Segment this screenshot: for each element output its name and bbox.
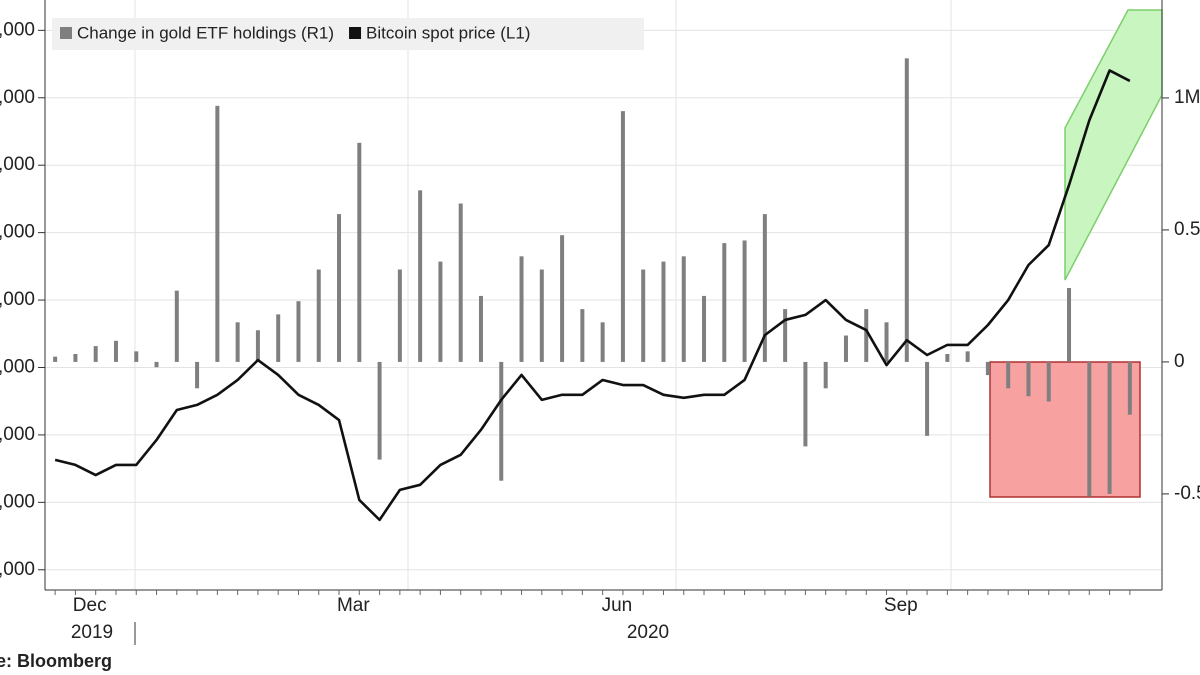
- bar: [154, 361, 159, 368]
- y-tick-label: 18,000: [0, 87, 35, 108]
- quarter-grid: [134, 0, 952, 590]
- bar: [600, 322, 605, 362]
- bar: [458, 203, 463, 362]
- y-tick-label: 4,000: [0, 559, 35, 580]
- legend-swatch: [349, 27, 362, 39]
- bar: [722, 243, 727, 362]
- bar: [965, 351, 970, 362]
- bar: [134, 351, 139, 362]
- year-label: 2019: [71, 622, 113, 643]
- bar: [73, 354, 78, 362]
- bar: [377, 361, 382, 460]
- bar: [397, 269, 402, 362]
- bar: [620, 111, 625, 362]
- bar: [438, 261, 443, 362]
- bar: [539, 269, 544, 362]
- bar: [681, 256, 686, 362]
- y2-tick-label: 0.5M: [1174, 219, 1200, 240]
- bar: [519, 256, 524, 362]
- uptrend-channel: [1064, 9, 1163, 281]
- y-tick-label: 6,000: [0, 491, 35, 512]
- bar: [1087, 361, 1092, 497]
- y2-tick-label: -0.5M: [1174, 483, 1200, 504]
- bar: [560, 235, 565, 362]
- bar: [235, 322, 240, 362]
- bar: [783, 309, 788, 362]
- bar: [1006, 361, 1011, 389]
- bar: [296, 301, 301, 362]
- bar: [215, 105, 220, 362]
- bar: [945, 354, 950, 362]
- x-tick-label: Jun: [602, 595, 633, 616]
- bitcoin-line: [54, 69, 1131, 522]
- x-tick-label: Sep: [884, 595, 918, 616]
- bar: [985, 361, 990, 376]
- source: Source: Bloomberg: [0, 651, 112, 671]
- bar: [904, 58, 909, 362]
- bar: [762, 214, 767, 362]
- year-label: 2020: [627, 622, 669, 643]
- bar: [276, 314, 281, 362]
- bar: [499, 361, 504, 481]
- bar: [884, 322, 889, 362]
- y-tick-label: 8,000: [0, 424, 35, 445]
- bar: [195, 361, 200, 389]
- outflow-box: [989, 361, 1141, 498]
- bar: [823, 361, 828, 389]
- x-tick-label: Mar: [337, 595, 370, 616]
- bar: [316, 269, 321, 362]
- bar: [1046, 361, 1051, 402]
- bar: [702, 295, 707, 362]
- bar: [1067, 288, 1072, 362]
- y2-tick-label: 1M: [1174, 87, 1200, 108]
- legend-label: Bitcoin spot price (L1): [366, 23, 530, 42]
- bar: [478, 295, 483, 362]
- legend-label: Change in gold ETF holdings (R1): [77, 23, 334, 42]
- legend-swatch: [60, 27, 72, 39]
- bar: [864, 309, 869, 362]
- bar: [742, 240, 747, 362]
- bar: [803, 361, 808, 447]
- legend-box: [52, 18, 644, 50]
- bar: [1127, 361, 1132, 415]
- y-tick-label: 14,000: [0, 222, 35, 243]
- bar: [93, 346, 98, 362]
- y-tick-label: 16,000: [0, 154, 35, 175]
- bar: [255, 330, 260, 362]
- bar: [925, 361, 930, 436]
- y-tick-label: 12,000: [0, 289, 35, 310]
- bar: [1026, 361, 1031, 397]
- bar: [661, 261, 666, 362]
- bar: [53, 356, 58, 362]
- bar: [357, 142, 362, 362]
- y-tick-label: 10,000: [0, 357, 35, 378]
- y2-tick-label: 0: [1174, 351, 1185, 372]
- bar: [174, 290, 179, 362]
- bar: [843, 335, 848, 362]
- bar: [1107, 361, 1112, 494]
- x-tick-label: Dec: [73, 595, 107, 616]
- bar: [337, 214, 342, 362]
- bar: [418, 190, 423, 362]
- bar: [580, 309, 585, 362]
- bar: [113, 340, 118, 362]
- y-tick-label: 20,000: [0, 19, 35, 40]
- bar: [641, 269, 646, 362]
